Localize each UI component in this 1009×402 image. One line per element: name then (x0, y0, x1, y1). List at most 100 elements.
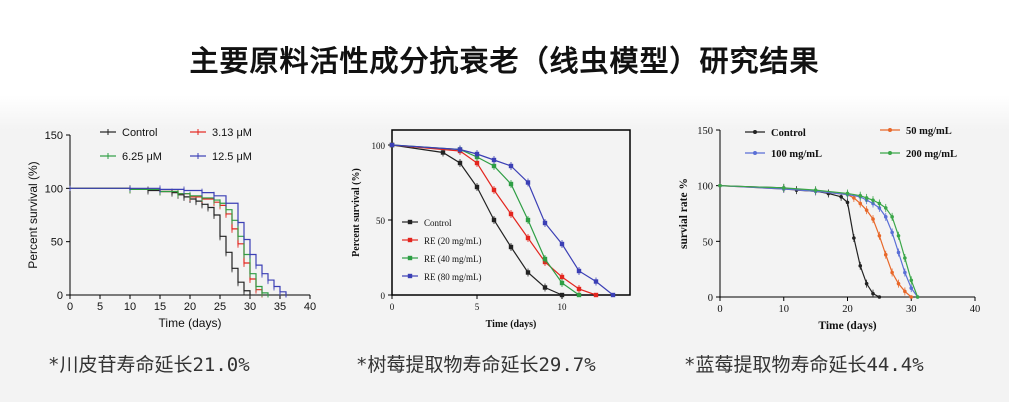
data-point (576, 286, 582, 292)
y-tick-label: 100 (372, 141, 386, 151)
chart-nobiletin-survival: 0 5 10 15 20 25 30 35 40 0 50 100 150 Time (days) Perc… (26, 127, 316, 330)
data-point (852, 196, 856, 200)
data-point (576, 292, 582, 298)
y-tick-label: 0 (708, 293, 713, 304)
data-point (903, 256, 907, 260)
data-point (389, 142, 395, 148)
data-point (903, 270, 907, 275)
data-point (525, 180, 531, 185)
data-point (474, 151, 480, 157)
series-line-0 (719, 185, 880, 298)
x-tick-label: 0 (67, 301, 73, 313)
x-tick-label: 30 (906, 304, 917, 315)
x-tick-label: 25 (214, 301, 226, 313)
data-point (903, 289, 907, 294)
x-tick-label: 35 (274, 301, 286, 313)
data-point (559, 280, 565, 286)
data-point (559, 241, 565, 247)
y-tick-label: 150 (697, 126, 713, 137)
data-point (610, 292, 616, 298)
caption-blueberry: *蓝莓提取物寿命延长44.4% (684, 354, 924, 376)
x-axis-title: Time (days) (486, 319, 537, 330)
data-point (864, 196, 869, 200)
x-tick-label: 10 (124, 301, 136, 313)
data-point (525, 270, 531, 275)
page-title: 主要原料活性成分抗衰老（线虫模型）研究结果 (189, 44, 820, 78)
chart-group-0: 0 5 10 15 20 25 30 35 40 0 50 100 150 Time (days) Perc… (26, 127, 316, 330)
data-point (508, 244, 514, 250)
y-tick-label: 0 (57, 290, 63, 302)
data-point (883, 252, 888, 257)
data-point (491, 187, 497, 193)
legend-label: 50 mg/mL (906, 126, 952, 137)
legend-marker (753, 130, 757, 134)
series-line-2 (719, 185, 919, 298)
legend-label: 6.25 μM (122, 151, 162, 163)
data-point (896, 233, 901, 238)
data-point (845, 191, 850, 196)
data-point (858, 193, 863, 198)
x-tick-label: 30 (244, 301, 256, 313)
series-line-1 (719, 185, 912, 298)
data-point (890, 270, 894, 275)
chart-group-2: 0 10 20 30 40 0 50 100 150 Time (days) survial rat… (678, 126, 980, 332)
legend-label: RE (40 mg/mL) (424, 254, 482, 264)
data-point (474, 184, 480, 190)
chart-blueberry-survival: 0 10 20 30 40 0 50 100 150 Time (days) survial rat… (678, 126, 980, 332)
y-tick-label: 50 (51, 237, 63, 249)
data-point (871, 217, 875, 221)
legend-label: 100 mg/mL (771, 149, 822, 160)
data-point (852, 236, 856, 240)
x-tick-label: 0 (390, 302, 395, 312)
data-point (508, 211, 514, 217)
data-point (457, 147, 463, 152)
legend-marker (407, 255, 413, 261)
legend-marker (407, 273, 413, 279)
y-tick-label: 50 (376, 216, 386, 226)
data-point (576, 268, 582, 274)
data-point (491, 163, 497, 169)
x-tick-label: 5 (475, 302, 480, 312)
data-point (474, 160, 480, 166)
data-point (559, 292, 565, 298)
y-tick-label: 150 (45, 130, 63, 142)
data-point (896, 281, 901, 286)
legend-label: Control (122, 127, 157, 139)
y-tick-label: 50 (703, 237, 714, 248)
data-point (542, 220, 548, 226)
legend-label: Control (771, 128, 806, 139)
legend-marker (407, 237, 413, 243)
y-tick-label: 100 (697, 182, 713, 193)
y-axis-title: survial rate % (678, 178, 690, 249)
data-point (877, 295, 882, 299)
y-tick-label: 100 (45, 183, 63, 195)
legend-label: Control (424, 218, 452, 228)
x-axis-title: Time (days) (818, 320, 876, 332)
data-point (813, 188, 818, 192)
data-point (542, 256, 548, 262)
data-point (877, 201, 882, 206)
y-axis-title: Percent survival (%) (26, 161, 40, 268)
plot-frame (391, 129, 631, 296)
data-point (525, 217, 531, 223)
data-point (593, 279, 599, 284)
data-point (877, 206, 882, 210)
x-axis-title: Time (days) (159, 316, 222, 330)
data-point (883, 215, 888, 219)
x-tick-label: 5 (97, 301, 103, 313)
series-line-1 (391, 144, 597, 296)
data-point (896, 250, 901, 255)
data-point (909, 286, 914, 290)
data-point (858, 201, 863, 206)
data-point (839, 195, 843, 199)
data-point (508, 181, 514, 187)
x-tick-label: 0 (717, 304, 722, 315)
data-point (864, 208, 869, 212)
data-point (858, 264, 863, 268)
y-tick-label: 0 (381, 291, 386, 301)
x-tick-label: 40 (304, 301, 316, 313)
legend-label: 200 mg/mL (906, 149, 957, 160)
data-point (864, 281, 869, 286)
